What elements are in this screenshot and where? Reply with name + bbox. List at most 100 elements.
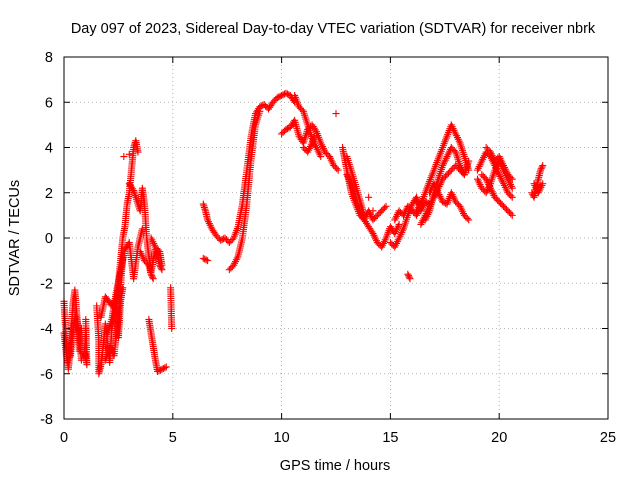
data-point xyxy=(504,207,512,215)
data-point xyxy=(212,232,220,240)
data-point xyxy=(395,207,403,215)
data-point xyxy=(378,207,386,215)
data-point xyxy=(282,125,290,133)
chart-title: Day 097 of 2023, Sidereal Day-to-day VTE… xyxy=(71,21,596,37)
data-point xyxy=(142,258,150,266)
data-point xyxy=(508,193,516,201)
data-point xyxy=(155,367,163,375)
data-point xyxy=(283,125,291,133)
data-point xyxy=(498,201,506,209)
data-point xyxy=(156,263,164,271)
x-axis-label: GPS time / hours xyxy=(280,458,390,474)
data-point xyxy=(134,148,142,156)
data-point xyxy=(259,101,267,109)
data-point xyxy=(504,189,512,197)
data-point xyxy=(332,110,340,118)
data-point xyxy=(369,207,377,215)
data-point xyxy=(201,255,209,263)
data-point xyxy=(491,193,499,201)
data-point xyxy=(442,172,450,180)
data-point xyxy=(333,165,341,173)
data-point xyxy=(504,171,512,179)
data-point xyxy=(82,315,90,323)
data-point xyxy=(373,239,381,247)
data-point xyxy=(64,357,72,365)
data-point xyxy=(508,184,516,192)
data-point xyxy=(275,93,283,101)
data-point xyxy=(202,256,210,264)
data-point xyxy=(446,168,454,176)
data-point xyxy=(508,175,516,183)
data-point xyxy=(370,214,378,222)
data-point xyxy=(375,240,383,248)
data-point xyxy=(310,132,318,140)
data-point xyxy=(65,355,73,363)
data-point xyxy=(334,166,342,174)
data-point xyxy=(453,199,461,207)
data-point xyxy=(360,211,368,219)
data-point xyxy=(447,144,455,151)
x-tick-label: 15 xyxy=(382,430,398,446)
data-point xyxy=(365,193,373,201)
data-point xyxy=(494,196,502,204)
data-point xyxy=(416,202,424,210)
data-point xyxy=(323,150,331,158)
x-tick-label: 5 xyxy=(169,430,177,446)
data-point xyxy=(129,185,137,193)
data-point xyxy=(537,165,545,173)
data-point xyxy=(66,353,74,361)
data-point xyxy=(138,225,146,233)
data-point xyxy=(405,273,413,281)
y-tick-label: 8 xyxy=(45,50,53,66)
data-point xyxy=(149,275,157,283)
x-tick-label: 25 xyxy=(600,430,616,446)
data-point xyxy=(462,213,470,221)
data-point xyxy=(538,163,546,171)
data-point xyxy=(199,254,207,262)
data-point xyxy=(154,246,162,254)
data-point xyxy=(270,97,278,105)
data-point xyxy=(505,190,513,198)
data-point xyxy=(507,174,515,182)
data-point xyxy=(158,365,166,373)
y-axis-label: SDTVAR / TECUs xyxy=(7,180,23,296)
data-point xyxy=(156,366,164,374)
data-point xyxy=(379,205,387,213)
data-point xyxy=(465,216,473,224)
y-tick-label: -2 xyxy=(40,276,53,292)
y-tick-label: -8 xyxy=(40,412,53,428)
data-point xyxy=(478,184,486,192)
data-point xyxy=(278,91,286,99)
data-point xyxy=(443,171,451,179)
data-point xyxy=(331,163,339,171)
data-point xyxy=(376,208,384,216)
data-point xyxy=(119,252,127,260)
data-point xyxy=(373,211,381,219)
data-point xyxy=(168,325,176,332)
data-point xyxy=(501,204,509,212)
data-point xyxy=(395,220,403,228)
data-point xyxy=(225,239,233,247)
data-points xyxy=(60,89,547,378)
data-point xyxy=(539,162,547,170)
y-tick-label: -6 xyxy=(40,367,53,383)
data-point xyxy=(273,94,281,102)
data-point xyxy=(539,180,547,188)
data-point xyxy=(63,358,71,366)
data-point xyxy=(299,144,307,151)
data-point xyxy=(447,166,455,174)
data-point xyxy=(495,198,503,206)
data-point xyxy=(283,90,291,98)
data-point xyxy=(478,171,486,179)
data-point xyxy=(217,236,225,244)
data-point xyxy=(382,202,390,210)
x-tick-label: 20 xyxy=(491,430,507,446)
data-point xyxy=(220,235,228,243)
data-point xyxy=(161,364,169,372)
data-point xyxy=(502,205,510,213)
y-tick-label: 4 xyxy=(45,141,53,157)
data-point xyxy=(321,148,329,156)
data-point xyxy=(276,92,284,100)
data-point xyxy=(397,208,405,216)
